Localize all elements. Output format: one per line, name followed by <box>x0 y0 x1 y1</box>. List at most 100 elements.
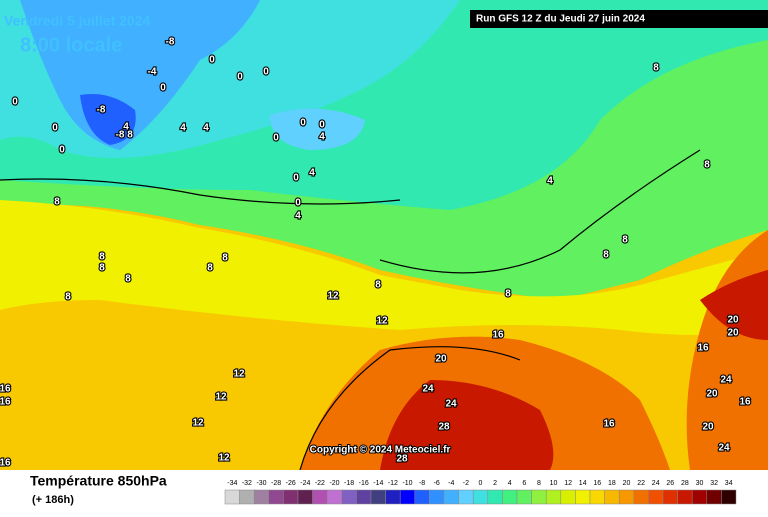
contour-label: 12 <box>233 369 245 380</box>
contour-label: 0 <box>237 72 243 83</box>
legend-swatch <box>648 489 664 505</box>
legend-swatch <box>253 489 270 505</box>
legend-swatch <box>326 489 343 505</box>
contour-label: 8 <box>127 130 133 141</box>
legend-swatch <box>399 489 416 505</box>
legend-swatch <box>575 489 591 505</box>
legend-swatch <box>472 489 489 505</box>
legend-label: 30 <box>696 480 704 487</box>
contour-label: 12 <box>327 291 339 302</box>
legend-label: 18 <box>608 480 616 487</box>
legend-swatch <box>502 489 518 505</box>
contour-label: 16 <box>492 330 504 341</box>
contour-label: 20 <box>706 389 718 400</box>
zone-blue <box>20 0 260 150</box>
legend-swatch <box>560 489 576 505</box>
contour-label: -8 <box>97 105 106 116</box>
contour-label: 4 <box>123 122 129 133</box>
legend-label: 34 <box>725 480 733 487</box>
copyright: Copyright © 2024 Meteociel.fr <box>310 445 451 456</box>
legend-label: 32 <box>710 480 718 487</box>
legend-swatch <box>721 489 737 505</box>
contour-label: 24 <box>445 399 457 410</box>
contour-label: 12 <box>192 418 204 429</box>
contour-label: 20 <box>727 328 739 339</box>
contour-label: 4 <box>309 168 315 179</box>
contour-label: 8 <box>375 280 381 291</box>
legend-swatch <box>385 489 401 505</box>
contour-label: 12 <box>215 392 227 403</box>
legend-swatch <box>224 489 240 505</box>
legend-swatch <box>604 489 620 505</box>
legend-swatch <box>458 489 474 505</box>
run-info: Run GFS 12 Z du Jeudi 27 juin 2024 <box>476 14 645 25</box>
legend-label: 12 <box>564 480 572 487</box>
legend-label: -18 <box>344 480 354 487</box>
contour-label: 4 <box>547 176 553 187</box>
legend-swatch <box>341 489 357 505</box>
contour-label: -4 <box>148 67 157 78</box>
contour-label: 8 <box>505 289 511 300</box>
legend-label: 2 <box>493 480 497 487</box>
footer-lead: (+ 186h) <box>32 494 74 506</box>
legend-label: -2 <box>463 480 469 487</box>
legend-label: 14 <box>579 480 587 487</box>
contour-label: 4 <box>203 123 209 134</box>
contour-label: 8 <box>207 263 213 274</box>
contour-label: 12 <box>218 453 230 464</box>
legend-swatch <box>429 489 445 505</box>
legend-label: -22 <box>315 480 325 487</box>
contour-label: 20 <box>435 354 447 365</box>
legend-label: -34 <box>227 480 237 487</box>
legend-swatch <box>633 489 649 505</box>
legend-label: 16 <box>593 480 601 487</box>
legend-label: -16 <box>359 480 369 487</box>
contour-label: 16 <box>697 343 709 354</box>
contour-label: 4 <box>319 132 325 143</box>
contour-label: 0 <box>160 83 166 94</box>
contour-label: 16 <box>739 397 751 408</box>
zone-red-east <box>700 270 768 340</box>
contour-label: 8 <box>99 252 105 263</box>
legend-swatch <box>239 489 255 505</box>
legend-label: -24 <box>300 480 310 487</box>
contour-label: 16 <box>603 419 615 430</box>
legend-swatch <box>662 489 678 505</box>
contour-label: 0 <box>319 120 325 131</box>
contour-label: 12 <box>376 316 388 327</box>
zone-island <box>270 108 365 150</box>
legend-swatch <box>297 489 313 505</box>
legend-label: -10 <box>402 480 412 487</box>
contour-label: 8 <box>222 253 228 264</box>
legend-swatch <box>677 489 693 505</box>
contour-label: 8 <box>125 274 131 285</box>
legend: -34 -32 -30 -28 -26 -24 -22 -20 -18 -16 -14 -12 -10-… <box>224 480 737 505</box>
legend-swatch <box>618 489 635 505</box>
date: Vendredi 5 juillet 2024 <box>4 13 151 29</box>
contour-label: 16 <box>0 397 11 408</box>
contour-label: 8 <box>65 292 71 303</box>
legend-label: -30 <box>256 480 266 487</box>
legend-swatch <box>370 489 386 505</box>
contour-label: 0 <box>295 198 301 209</box>
contour-label: 0 <box>273 133 279 144</box>
legend-swatch <box>268 489 284 505</box>
contour-label: 0 <box>263 67 269 78</box>
zone-yellow <box>0 200 768 335</box>
legend-label: -20 <box>329 480 339 487</box>
legend-label: -26 <box>286 480 296 487</box>
contour-label: 4 <box>295 211 301 222</box>
contour-label: -8 <box>166 37 175 48</box>
legend-label: 10 <box>550 480 558 487</box>
contour-label: 0 <box>52 123 58 134</box>
legend-swatch <box>545 489 562 505</box>
legend-swatch <box>706 489 722 505</box>
legend-label: 20 <box>623 480 631 487</box>
legend-label: 6 <box>522 480 526 487</box>
legend-swatch <box>531 489 547 505</box>
legend-label: 26 <box>666 480 674 487</box>
contour-label: 16 <box>0 458 11 469</box>
